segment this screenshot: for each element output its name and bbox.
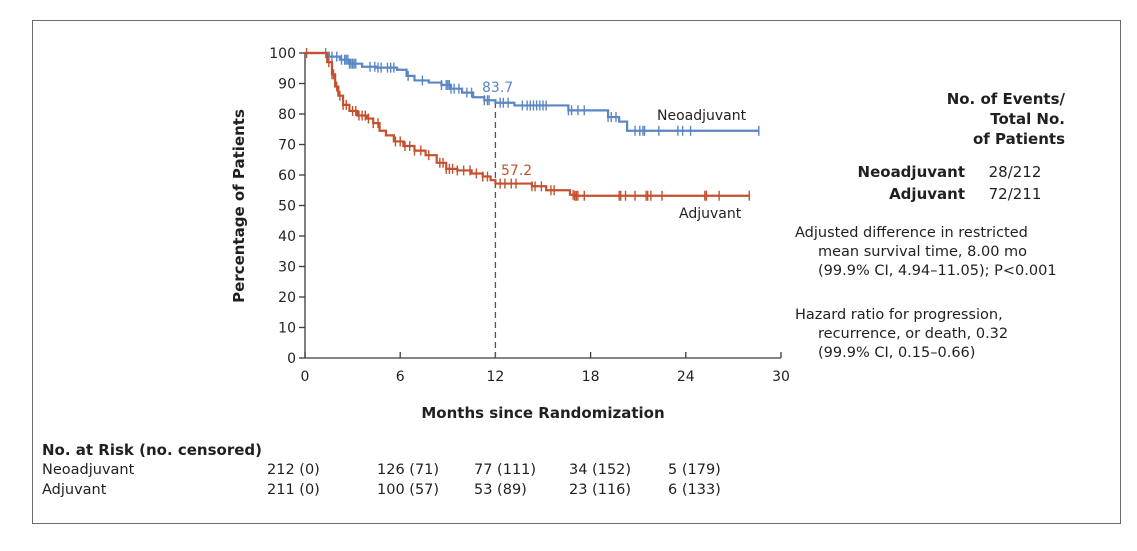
rmst-line: mean survival time, 8.00 mo: [818, 244, 1028, 260]
figure-frame: [32, 20, 1121, 524]
x-axis-title: Months since Randomization: [421, 404, 664, 422]
events-group: Adjuvant: [889, 185, 965, 203]
y-tick-label: 50: [278, 199, 296, 215]
y-tick-label: 60: [278, 168, 296, 184]
risk-group: Adjuvant: [42, 482, 107, 498]
events-header-line: of Patients: [972, 130, 1065, 148]
y-tick-label: 0: [287, 351, 296, 367]
rmst-line: (99.9% CI, 4.94–11.05); P<0.001: [818, 263, 1057, 279]
hazard-line: Hazard ratio for progression,: [795, 307, 1003, 323]
risk-cell: 77 (111): [474, 462, 537, 478]
events-table-header: No. of Events/ Total No. of Patients: [930, 89, 1065, 149]
risk-cell: 23 (116): [569, 482, 632, 498]
x-tick-label: 12: [486, 369, 504, 385]
rmst-line: Adjusted difference in restricted: [795, 225, 1028, 241]
y-tick-label: 80: [278, 107, 296, 123]
events-value: 72/211: [988, 185, 1042, 203]
risk-cell: 5 (179): [668, 462, 721, 478]
risk-table-title: No. at Risk (no. censored): [42, 441, 263, 459]
y-tick-label: 70: [278, 138, 296, 154]
y-tick-label: 30: [278, 260, 296, 276]
y-tick-label: 90: [278, 77, 296, 93]
series-label-neoadjuvant: Neoadjuvant: [657, 108, 747, 124]
series-adjuvant: [305, 48, 750, 201]
risk-cell: 100 (57): [377, 482, 440, 498]
risk-cell: 6 (133): [668, 482, 721, 498]
risk-cell: 34 (152): [569, 462, 632, 478]
risk-cell: 212 (0): [267, 462, 320, 478]
events-group: Neoadjuvant: [857, 163, 965, 181]
rmst-statistic: Adjusted difference in restricted mean s…: [795, 224, 1115, 281]
y-tick-label: 100: [269, 46, 296, 62]
events-value: 28/212: [988, 163, 1042, 181]
y-tick-label: 10: [278, 321, 296, 337]
events-header-line: Total No.: [990, 110, 1065, 128]
risk-group: Neoadjuvant: [42, 462, 135, 478]
risk-cell: 53 (89): [474, 482, 527, 498]
risk-cell: 211 (0): [267, 482, 320, 498]
km-curve-adjuvant: [305, 51, 750, 197]
x-tick-label: 18: [582, 369, 600, 385]
hazard-line: (99.9% CI, 0.15–0.66): [818, 345, 976, 361]
hazard-line: recurrence, or death, 0.32: [818, 326, 1009, 342]
events-header-line: No. of Events/: [946, 90, 1065, 108]
series-label-adjuvant: Adjuvant: [679, 206, 742, 222]
axes: 0 6 12 18 24 30 0 10 20 30 40 50 60 70 80 90 100: [269, 46, 790, 385]
neoadjuvant-12mo-label: 83.7: [482, 80, 513, 96]
curves: [305, 48, 760, 201]
x-tick-label: 6: [396, 369, 405, 385]
adjuvant-12mo-label: 57.2: [501, 163, 532, 179]
x-tick-label: 24: [677, 369, 695, 385]
y-tick-label: 40: [278, 229, 296, 245]
y-axis-title: Percentage of Patients: [230, 109, 248, 303]
risk-cell: 126 (71): [377, 462, 440, 478]
y-tick-label: 20: [278, 290, 296, 306]
x-tick-label: 0: [301, 369, 310, 385]
x-tick-label: 30: [772, 369, 790, 385]
hazard-ratio-statistic: Hazard ratio for progression, recurrence…: [795, 306, 1115, 363]
